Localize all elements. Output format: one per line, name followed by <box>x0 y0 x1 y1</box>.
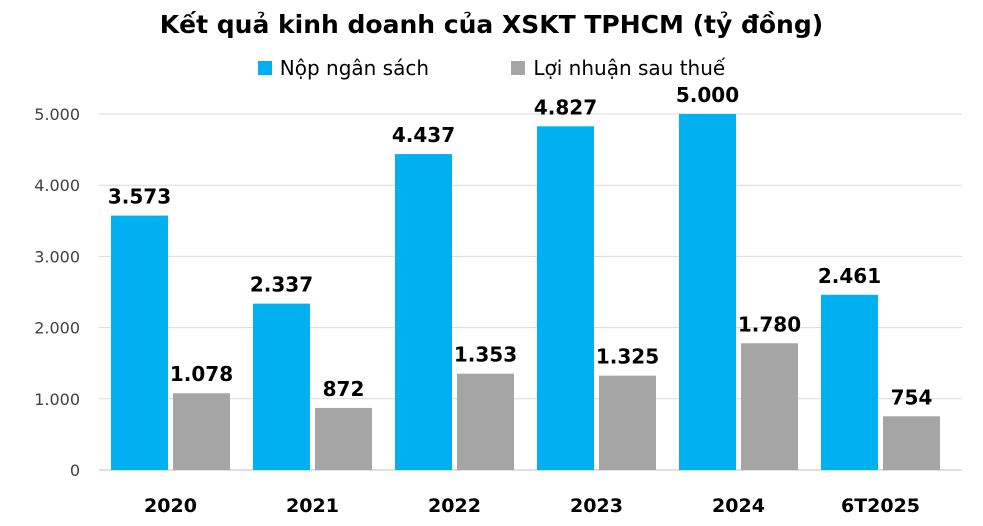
x-tick-label: 2023 <box>570 495 623 517</box>
y-tick-label: 0 <box>70 461 80 480</box>
legend-item-nop-ngan-sach: Nộp ngân sách <box>257 56 430 80</box>
data-label: 4.437 <box>392 123 455 147</box>
data-label: 2.461 <box>818 264 881 288</box>
bar <box>395 154 452 470</box>
bar <box>457 373 514 470</box>
bar <box>537 126 594 470</box>
x-tick-label: 2024 <box>712 495 765 517</box>
data-label: 3.573 <box>108 185 171 209</box>
x-tick-label: 2020 <box>144 495 197 517</box>
legend-swatch <box>257 61 272 75</box>
x-tick-label: 2022 <box>428 495 481 517</box>
data-label: 2.337 <box>250 273 313 297</box>
legend-label: Nộp ngân sách <box>279 56 430 80</box>
data-label: 754 <box>891 385 933 409</box>
y-tick-label: 4.000 <box>34 176 80 195</box>
legend-item-loi-nhuan: Lợi nhuận sau thuế <box>511 56 725 80</box>
bar <box>253 303 310 470</box>
data-label: 5.000 <box>676 83 739 107</box>
chart-title: Kết quả kinh doanh của XSKT TPHCM (tỷ đồ… <box>159 10 824 39</box>
legend-label: Lợi nhuận sau thuế <box>533 56 726 80</box>
y-tick-label: 3.000 <box>34 247 80 266</box>
bar <box>821 294 878 470</box>
bar <box>315 407 372 470</box>
x-tick-label: 6T2025 <box>841 495 920 517</box>
data-label: 1.078 <box>170 362 233 386</box>
bar <box>111 215 168 470</box>
legend-swatch <box>511 61 526 75</box>
bar <box>741 343 798 470</box>
y-tick-label: 1.000 <box>34 390 80 409</box>
bar <box>883 416 940 470</box>
data-label: 872 <box>323 377 365 401</box>
y-tick-label: 5.000 <box>34 105 80 124</box>
x-tick-label: 2021 <box>286 495 339 517</box>
bar <box>679 114 736 470</box>
legend: Nộp ngân sách Lợi nhuận sau thuế <box>0 56 983 80</box>
data-label: 1.353 <box>454 343 517 367</box>
bar <box>173 393 230 470</box>
data-label: 4.827 <box>534 95 597 119</box>
data-label: 1.325 <box>596 345 659 369</box>
bar <box>599 375 656 470</box>
y-tick-label: 2.000 <box>34 319 80 338</box>
data-label: 1.780 <box>738 312 801 336</box>
